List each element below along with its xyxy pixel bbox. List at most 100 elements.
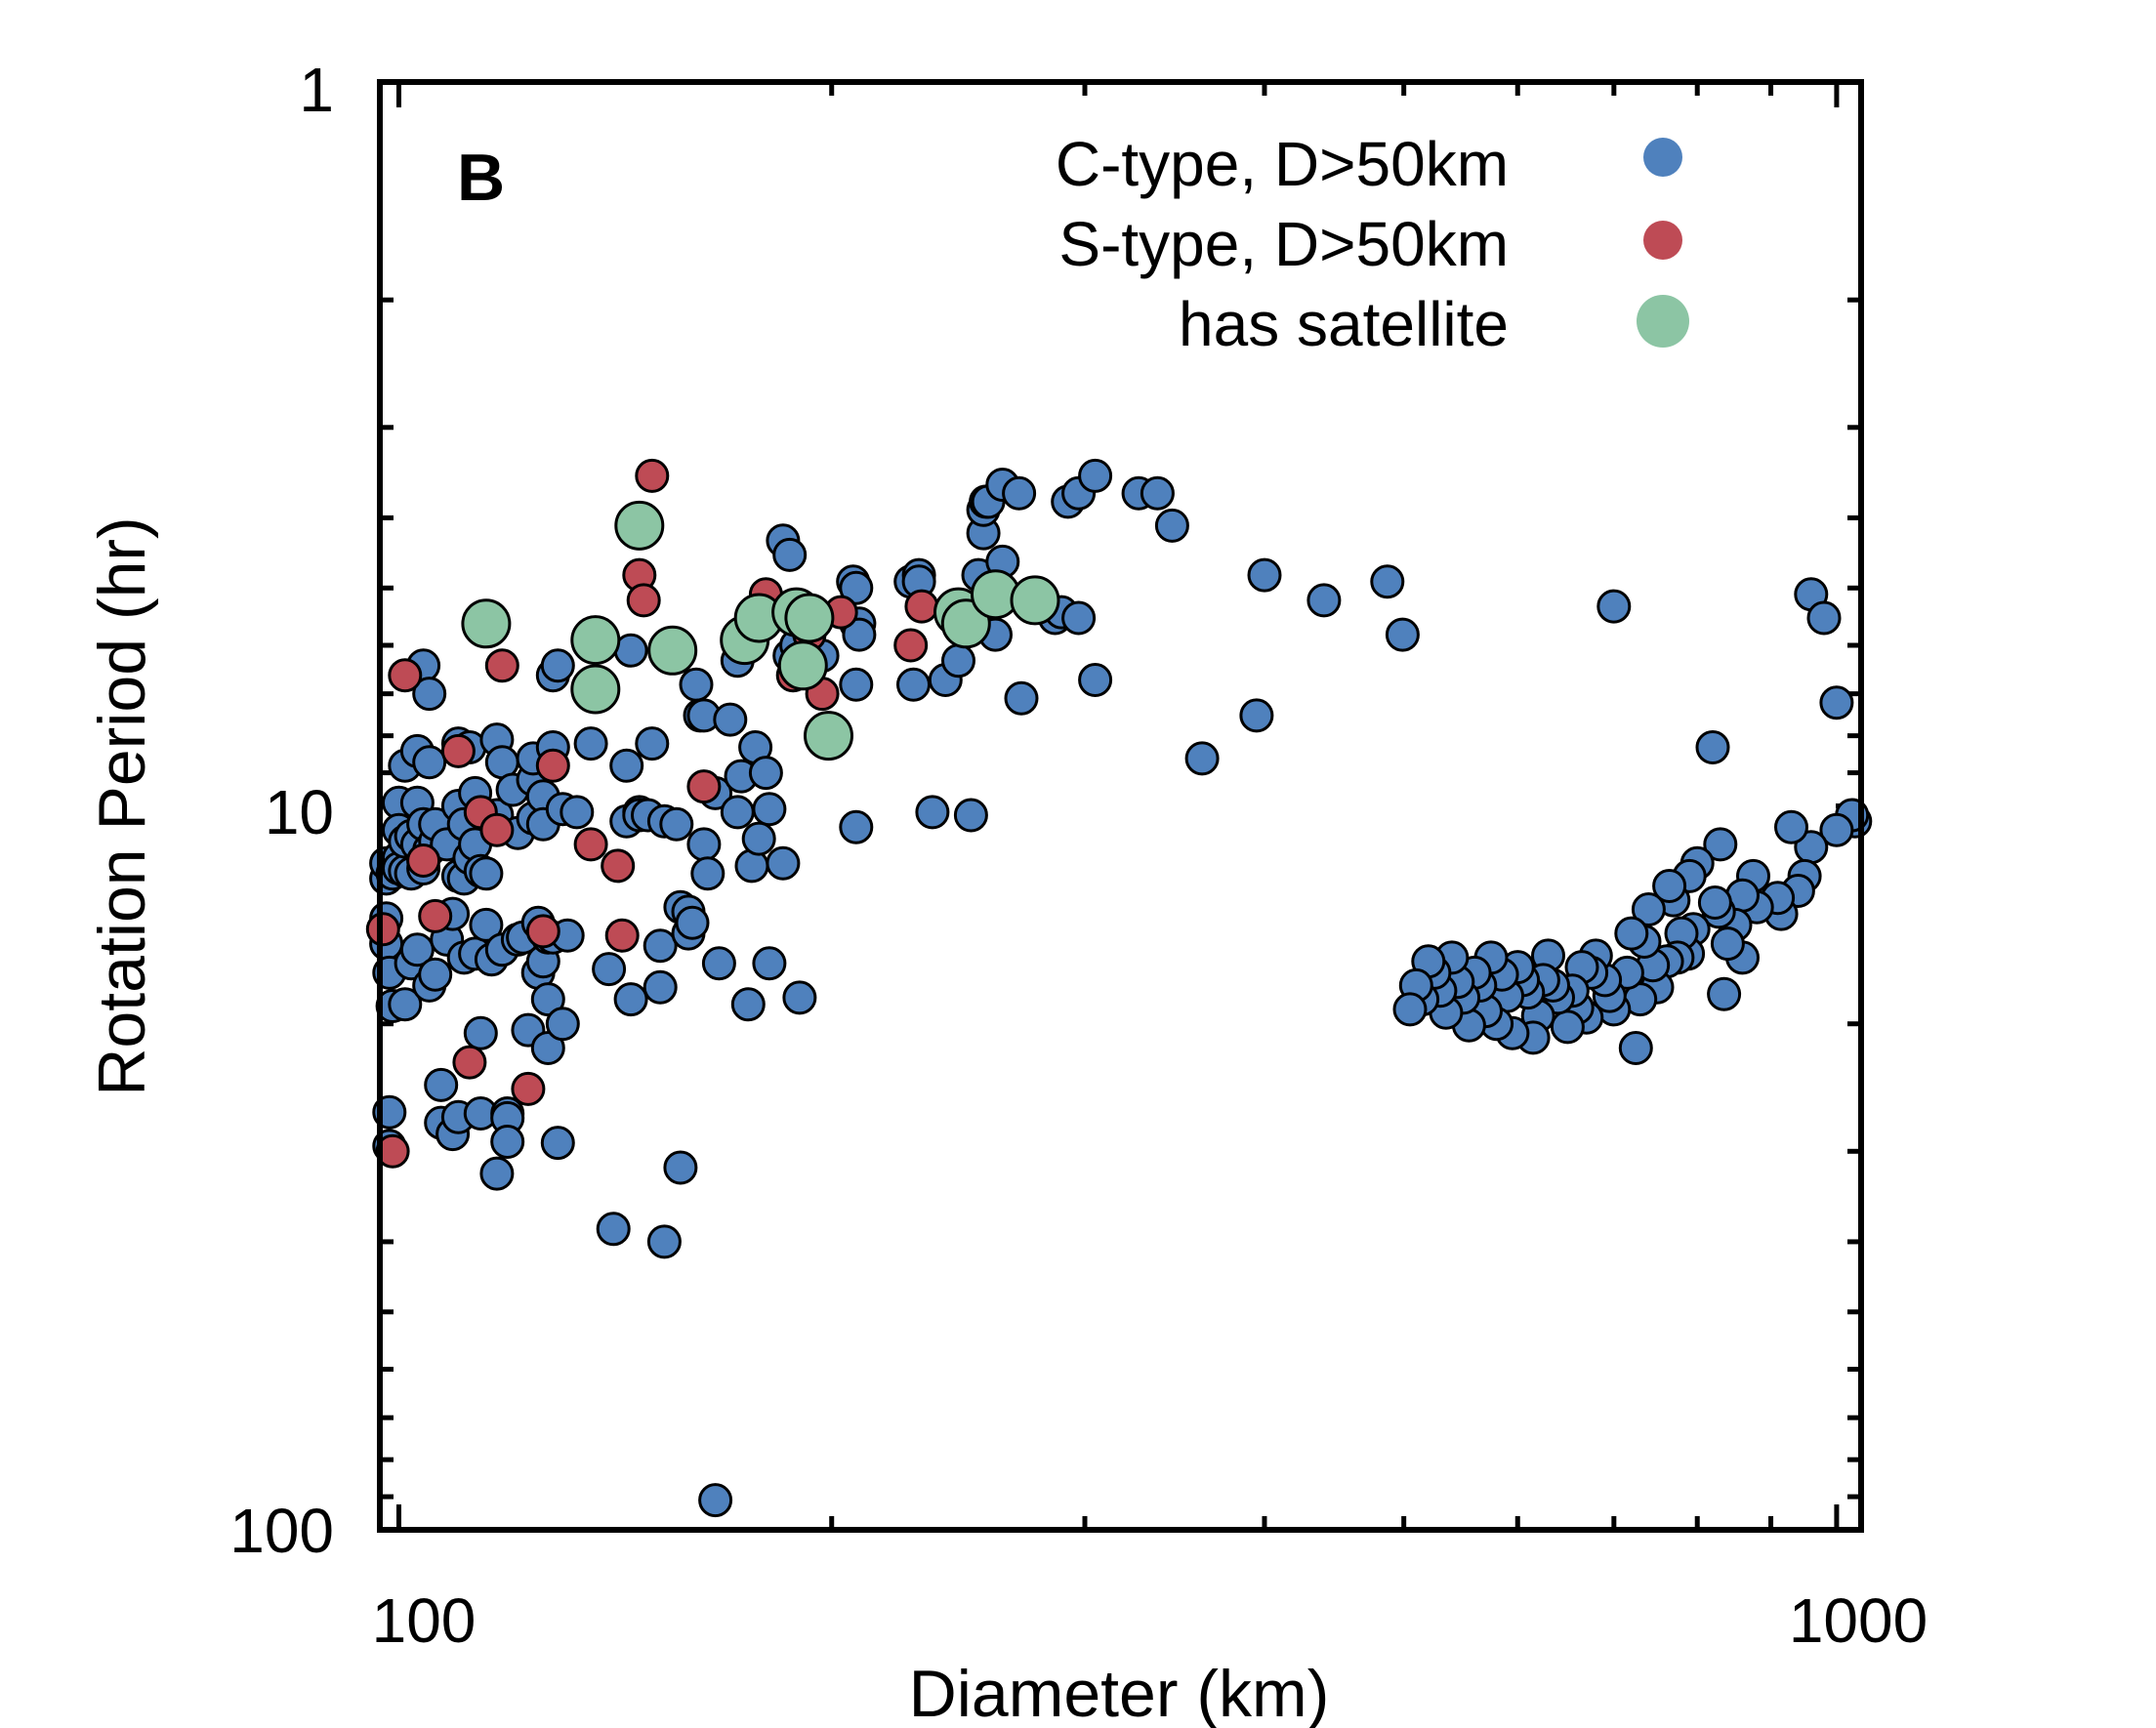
point-c-type	[1385, 617, 1420, 652]
point-c-type	[741, 821, 776, 856]
point-c-type	[752, 946, 787, 981]
point-satellite	[940, 598, 991, 649]
point-c-type	[839, 667, 874, 702]
point-c-type	[412, 677, 447, 712]
point-c-type	[698, 1483, 733, 1518]
y-tick-label-1: 1	[299, 55, 334, 125]
point-s-type	[601, 848, 636, 884]
x-tick-label-1000: 1000	[1789, 1585, 1928, 1656]
legend-marker-satellite	[1637, 295, 1689, 348]
point-c-type	[941, 643, 975, 679]
tick-marks	[380, 82, 1861, 1530]
point-c-type	[1550, 1009, 1585, 1045]
point-c-type	[643, 969, 678, 1005]
point-c-type	[675, 905, 710, 940]
legend-label-satellite: has satellite	[1179, 289, 1509, 359]
point-s-type	[535, 748, 570, 783]
point-s-type	[440, 733, 476, 768]
point-c-type	[1703, 827, 1738, 862]
point-c-type	[1652, 869, 1687, 903]
point-c-type	[1631, 892, 1666, 926]
point-c-type	[1707, 976, 1742, 1011]
point-c-type	[1239, 698, 1274, 733]
point-c-type	[530, 982, 565, 1017]
legend-marker-c-type	[1643, 138, 1682, 177]
point-s-type	[479, 812, 515, 847]
x-tick-label-100: 100	[372, 1585, 477, 1656]
point-c-type	[399, 932, 435, 967]
plot-frame	[377, 79, 1864, 1533]
point-c-type	[545, 1007, 580, 1042]
point-c-type	[424, 1067, 459, 1102]
point-s-type	[525, 914, 560, 949]
point-s-type	[406, 843, 441, 878]
point-c-type	[1154, 508, 1189, 543]
point-c-type	[752, 792, 787, 827]
y-axis-label: Rotation Period (hr)	[85, 516, 159, 1095]
point-c-type	[730, 987, 766, 1022]
point-c-type	[1184, 741, 1220, 776]
point-c-type	[1078, 663, 1113, 697]
point-satellite	[614, 500, 665, 551]
x-axis-label: Diameter (km)	[909, 1657, 1330, 1728]
point-c-type	[839, 570, 874, 605]
point-c-type	[540, 1126, 575, 1161]
point-c-type	[635, 726, 670, 761]
point-c-type	[1697, 885, 1732, 920]
point-c-type	[1695, 730, 1730, 764]
point-c-type	[720, 795, 755, 830]
point-satellite	[804, 711, 853, 761]
point-satellite	[784, 593, 835, 643]
point-s-type	[893, 628, 929, 663]
point-c-type	[1370, 564, 1405, 599]
point-c-type	[1140, 475, 1175, 511]
point-c-type	[388, 987, 423, 1022]
point-c-type	[701, 946, 736, 981]
point-s-type	[686, 769, 722, 804]
point-s-type	[626, 583, 661, 618]
point-s-type	[484, 648, 519, 683]
point-c-type	[1819, 685, 1854, 720]
point-c-type	[896, 667, 931, 702]
point-c-type	[659, 806, 694, 842]
panel-label: B	[457, 141, 505, 215]
legend-label-s-type: S-type, D>50km	[1058, 209, 1509, 279]
y-tick-label-10: 10	[265, 777, 334, 847]
point-c-type	[686, 827, 722, 862]
point-satellite	[570, 664, 621, 715]
point-s-type	[511, 1071, 546, 1106]
point-s-type	[388, 658, 423, 693]
point-c-type	[490, 1125, 525, 1159]
point-c-type	[1247, 557, 1282, 593]
point-c-type	[540, 648, 575, 683]
point-c-type	[418, 957, 453, 992]
point-s-type	[904, 589, 939, 624]
point-c-type	[953, 798, 988, 833]
point-c-type	[1618, 1031, 1653, 1065]
point-c-type	[1392, 992, 1428, 1027]
point-c-type	[766, 845, 801, 881]
point-c-type	[679, 667, 714, 702]
point-s-type	[635, 458, 670, 493]
point-s-type	[604, 918, 640, 953]
point-c-type	[915, 795, 950, 830]
point-c-type	[839, 809, 874, 844]
point-c-type	[479, 1156, 515, 1191]
point-c-type	[596, 1212, 631, 1247]
legend-label-c-type: C-type, D>50km	[1056, 129, 1509, 199]
point-c-type	[1596, 589, 1632, 624]
point-c-type	[1078, 458, 1113, 493]
point-satellite	[461, 598, 512, 649]
data-points	[365, 458, 1873, 1518]
point-c-type	[1061, 600, 1097, 636]
point-c-type	[463, 1015, 498, 1050]
point-c-type	[1806, 600, 1842, 636]
point-s-type	[573, 827, 608, 862]
point-satellite	[777, 640, 828, 691]
point-s-type	[452, 1045, 487, 1080]
y-tick-label-100: 100	[229, 1496, 334, 1566]
point-c-type	[1710, 926, 1745, 962]
point-satellite	[647, 625, 698, 676]
point-c-type	[412, 745, 447, 780]
